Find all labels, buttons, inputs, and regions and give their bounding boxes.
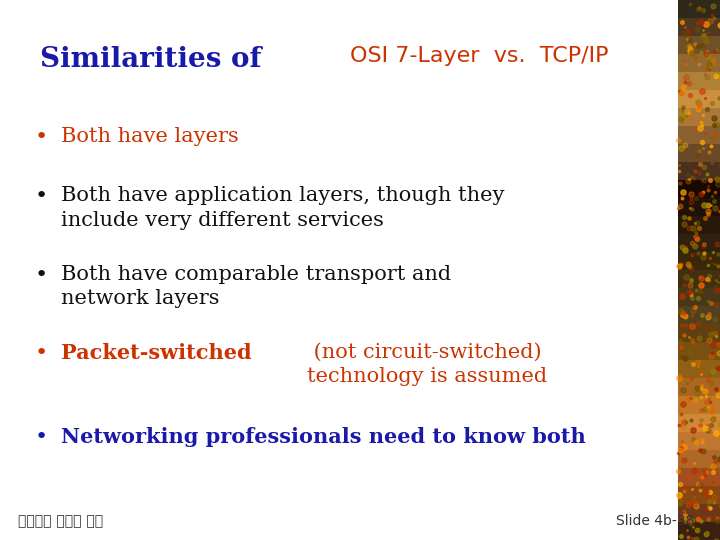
Bar bbox=[678, 89, 720, 108]
Text: •: • bbox=[35, 427, 48, 447]
Text: Networking professionals need to know both: Networking professionals need to know bo… bbox=[61, 427, 586, 447]
Text: 交大資工 蔡文能 計概: 交大資工 蔡文能 計概 bbox=[18, 514, 103, 528]
Bar bbox=[678, 521, 720, 540]
Bar bbox=[678, 179, 720, 198]
Bar bbox=[678, 197, 720, 216]
Bar bbox=[678, 467, 720, 486]
Text: •: • bbox=[35, 186, 48, 206]
Bar bbox=[678, 215, 720, 234]
Bar bbox=[678, 107, 720, 126]
Bar bbox=[678, 341, 720, 360]
Text: Packet-switched: Packet-switched bbox=[61, 343, 252, 363]
Text: •: • bbox=[35, 127, 48, 147]
Bar bbox=[678, 413, 720, 432]
Bar bbox=[678, 143, 720, 162]
Bar bbox=[678, 359, 720, 378]
Bar bbox=[678, 485, 720, 504]
Bar bbox=[678, 431, 720, 450]
Bar bbox=[678, 161, 720, 180]
Bar bbox=[678, 503, 720, 522]
Text: (not circuit-switched)
technology is assumed: (not circuit-switched) technology is ass… bbox=[307, 343, 547, 386]
Bar bbox=[678, 377, 720, 396]
Text: Both have comparable transport and
network layers: Both have comparable transport and netwo… bbox=[61, 265, 451, 308]
Bar bbox=[678, 53, 720, 72]
Bar bbox=[678, 323, 720, 342]
Text: Both have application layers, though they
include very different services: Both have application layers, though the… bbox=[61, 186, 505, 230]
Text: •: • bbox=[35, 343, 48, 363]
Bar bbox=[678, 251, 720, 270]
Text: •: • bbox=[35, 265, 48, 285]
Bar bbox=[678, 0, 720, 18]
Text: Slide 4b-38: Slide 4b-38 bbox=[616, 514, 694, 528]
Bar bbox=[678, 395, 720, 414]
Bar bbox=[678, 71, 720, 90]
Bar bbox=[678, 233, 720, 252]
Bar bbox=[678, 269, 720, 288]
Bar bbox=[678, 305, 720, 324]
Bar bbox=[678, 125, 720, 144]
Bar bbox=[678, 449, 720, 468]
Bar bbox=[678, 17, 720, 36]
Bar bbox=[678, 287, 720, 306]
Text: Both have layers: Both have layers bbox=[61, 127, 239, 146]
Text: Similarities of: Similarities of bbox=[40, 46, 280, 73]
Text: OSI 7-Layer  vs.  TCP/IP: OSI 7-Layer vs. TCP/IP bbox=[350, 46, 608, 66]
Bar bbox=[678, 35, 720, 54]
